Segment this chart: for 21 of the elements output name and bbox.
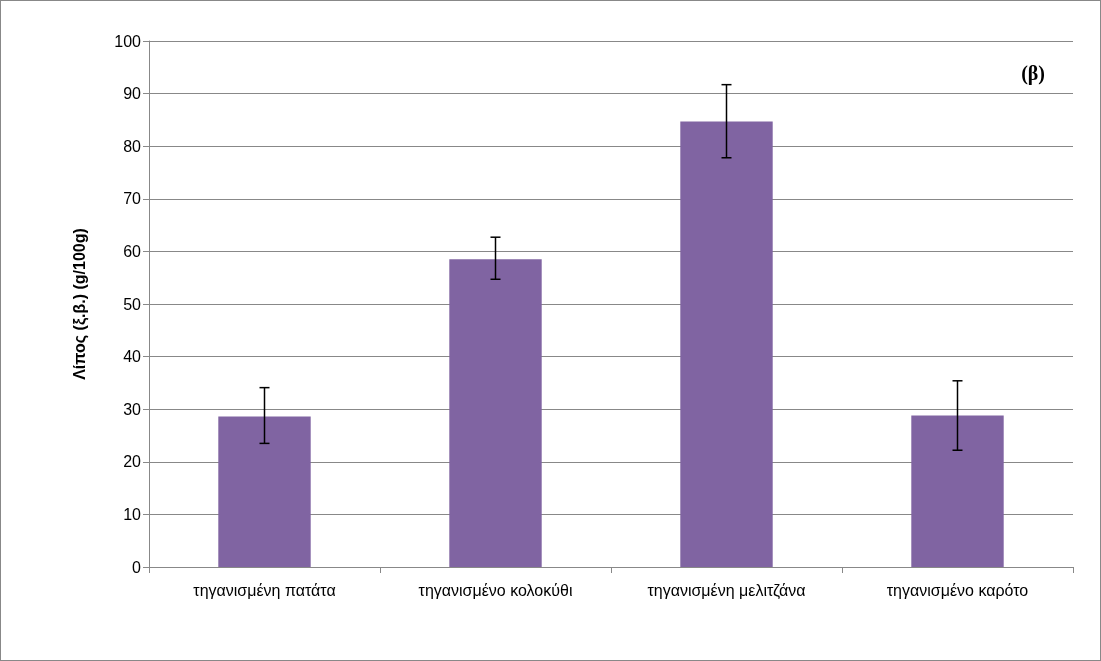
y-tick-label: 30	[123, 400, 142, 418]
y-tick-label: 80	[123, 137, 142, 155]
bar	[911, 415, 1004, 567]
x-tick-label: τηγανισμένο καρότο	[886, 581, 1029, 599]
y-tick-label: 10	[123, 505, 142, 523]
y-tick-label: 90	[123, 85, 142, 103]
x-tick-label: τηγανισμένη πατάτα	[193, 581, 336, 599]
y-tick-label: 40	[123, 348, 142, 366]
y-tick-label: 70	[123, 190, 142, 208]
annotation: (β)	[1021, 62, 1045, 85]
bar	[680, 121, 773, 567]
bar	[218, 416, 311, 567]
x-tick-label: τηγανισμένο κολοκύθι	[418, 581, 573, 599]
y-tick-label: 60	[123, 242, 142, 260]
y-tick-label: 50	[123, 295, 142, 313]
x-tick-label: τηγανισμένη μελιτζάνα	[647, 581, 806, 600]
y-tick-label: 20	[123, 453, 142, 471]
y-axis-title: Λίπος (ξ.β.) (g/100g)	[70, 228, 89, 380]
y-tick-label: 100	[114, 32, 142, 50]
y-tick-label: 0	[132, 558, 142, 576]
bar	[449, 259, 542, 567]
